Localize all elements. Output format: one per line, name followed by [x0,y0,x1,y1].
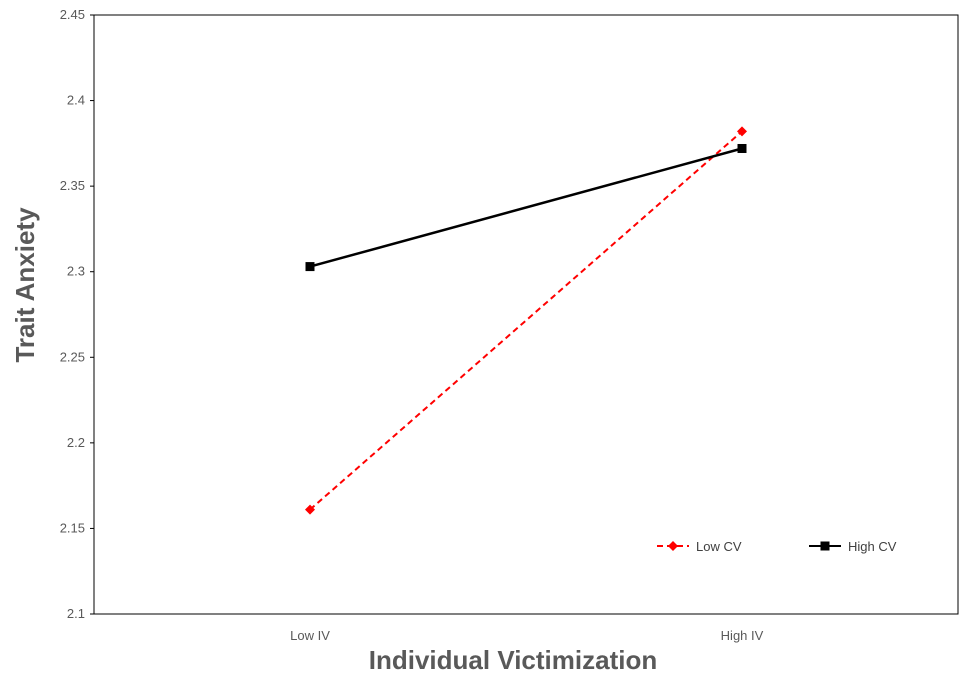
x-axis: Low IV High IV [290,628,764,643]
series-layer [305,126,747,515]
series-high-cv [305,143,747,272]
legend-label-low-cv: Low CV [696,539,742,554]
y-axis-title: Trait Anxiety [10,207,40,363]
y-tick-label: 2.3 [67,264,85,279]
y-tick-label: 2.15 [60,520,85,535]
y-tick-label: 2.4 [67,93,85,108]
data-point-high-cv [305,262,315,272]
x-axis-title: Individual Victimization [369,645,657,675]
series-line-high-cv [309,147,743,268]
y-tick-label: 2.2 [67,435,85,450]
legend-item-low-cv: Low CV [657,539,742,554]
y-tick-label: 2.35 [60,178,85,193]
legend-label-high-cv: High CV [848,539,897,554]
x-tick-label: Low IV [290,628,330,643]
legend-marker-low-cv [668,541,678,551]
x-tick-label: High IV [721,628,764,643]
legend-marker-high-cv [820,541,830,551]
plot-area [93,14,959,615]
legend-item-high-cv: High CV [809,539,897,554]
series-low-cv [305,126,747,515]
data-point-low-cv [737,126,747,137]
legend: Low CV High CV [657,539,897,554]
y-tick-label: 2.25 [60,349,85,364]
y-axis: 2.1 2.15 2.2 2.25 2.3 2.35 2.4 2.45 [60,7,94,621]
data-point-low-cv [305,504,315,515]
y-tick-label: 2.1 [67,606,85,621]
data-point-high-cv [737,143,747,153]
plot-border [93,14,959,615]
y-tick-label: 2.45 [60,7,85,22]
series-line-low-cv [309,130,743,511]
